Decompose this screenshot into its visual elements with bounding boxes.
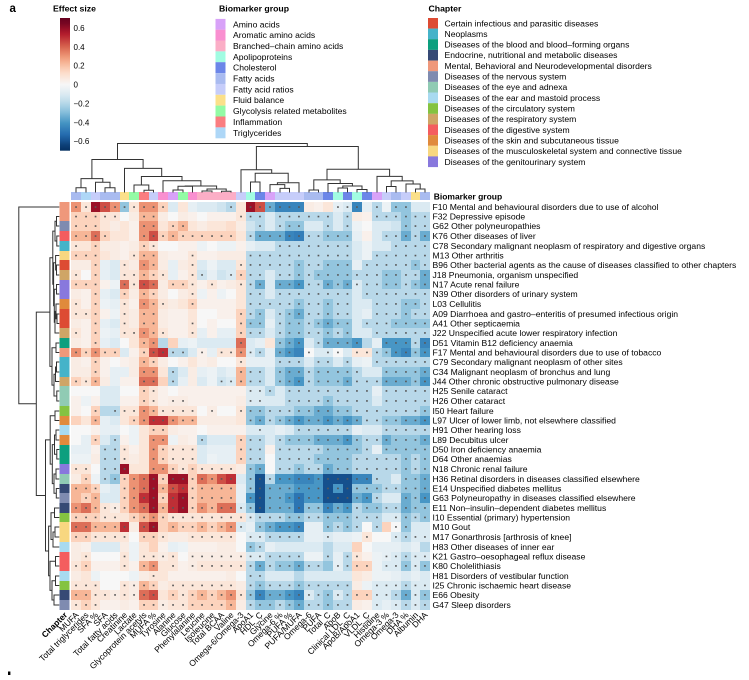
svg-text:Diseases of the ear and mastoi: Diseases of the ear and mastoid process (445, 93, 601, 103)
svg-text:−0.2: −0.2 (74, 100, 90, 109)
svg-text:Cholesterol: Cholesterol (233, 63, 277, 73)
svg-text:Diseases of the respiratory sy: Diseases of the respiratory system (445, 114, 577, 124)
svg-text:M10 Gout: M10 Gout (433, 522, 471, 532)
svg-text:Diseases of the skin and subcu: Diseases of the skin and subcutaneous ti… (445, 136, 620, 146)
svg-text:H83 Other diseases of inner ea: H83 Other diseases of inner ear (433, 542, 555, 552)
svg-text:Diseases of the eye and adnexa: Diseases of the eye and adnexa (445, 82, 568, 92)
svg-text:I25 Chronic ischaemic heart di: I25 Chronic ischaemic heart disease (433, 581, 572, 591)
svg-text:Diseases of the blood and bloo: Diseases of the blood and blood–forming … (445, 40, 630, 50)
svg-text:N39 Other disorders of urinary: N39 Other disorders of urinary system (433, 289, 578, 299)
svg-text:Inflammation: Inflammation (233, 117, 282, 127)
svg-text:G62 Other polyneuropathies: G62 Other polyneuropathies (433, 221, 541, 231)
svg-text:0: 0 (74, 81, 79, 90)
svg-text:J22 Unspecified acute lower re: J22 Unspecified acute lower respiratory … (433, 328, 618, 338)
svg-text:C79 Secondary malignant neopla: C79 Secondary malignant neoplasm of othe… (433, 357, 623, 367)
svg-text:−0.6: −0.6 (74, 137, 90, 146)
svg-text:E66 Obesity: E66 Obesity (433, 590, 481, 600)
svg-text:0.6: 0.6 (74, 24, 86, 33)
svg-text:H25 Senile cataract: H25 Senile cataract (433, 386, 509, 396)
svg-text:Branched–chain amino acids: Branched–chain amino acids (233, 41, 343, 51)
svg-text:M13 Other arthritis: M13 Other arthritis (433, 251, 504, 261)
svg-text:Biomarker group: Biomarker group (434, 192, 503, 202)
svg-text:D51 Vitamin B12 deficiency ana: D51 Vitamin B12 deficiency anaemia (433, 338, 574, 348)
svg-text:L89 Decubitus ulcer: L89 Decubitus ulcer (433, 435, 509, 445)
svg-text:Mental, Behavioral and Neurode: Mental, Behavioral and Neurodevelopmenta… (445, 61, 652, 71)
svg-text:Diseases of the nervous system: Diseases of the nervous system (445, 72, 567, 82)
svg-text:0.2: 0.2 (74, 62, 86, 71)
svg-text:Diseases of the circulatory sy: Diseases of the circulatory system (445, 104, 575, 114)
svg-text:Apolipoproteins: Apolipoproteins (233, 52, 292, 62)
svg-text:Biomarker group: Biomarker group (219, 4, 289, 14)
svg-text:E11 Non–insulin–dependent diab: E11 Non–insulin–dependent diabetes melli… (433, 503, 607, 513)
svg-text:D50 Iron deficiency anaemia: D50 Iron deficiency anaemia (433, 445, 542, 455)
svg-text:K21 Gastro–oesophageal reflux: K21 Gastro–oesophageal reflux disease (433, 552, 586, 562)
svg-text:N17 Acute renal failure: N17 Acute renal failure (433, 280, 520, 290)
svg-text:J18 Pneumonia, organism unspec: J18 Pneumonia, organism unspecified (433, 270, 579, 280)
svg-text:Glycolysis related metabolites: Glycolysis related metabolites (233, 106, 347, 116)
svg-text:Fatty acids: Fatty acids (233, 74, 275, 84)
svg-text:G47 Sleep disorders: G47 Sleep disorders (433, 600, 511, 610)
svg-text:F17 Mental and behavioural dis: F17 Mental and behavioural disorders due… (433, 348, 662, 358)
svg-text:N18 Chronic renal failure: N18 Chronic renal failure (433, 464, 528, 474)
svg-text:K76 Other diseases of liver: K76 Other diseases of liver (433, 231, 536, 241)
svg-text:−0.4: −0.4 (74, 118, 90, 127)
svg-text:I10 Essential (primary) hypert: I10 Essential (primary) hypertension (433, 513, 571, 523)
svg-text:L97 Ulcer of lower limb, not e: L97 Ulcer of lower limb, not elsewhere c… (433, 416, 617, 426)
svg-text:J44 Other chronic obstructive: J44 Other chronic obstructive pulmonary … (433, 377, 620, 387)
svg-text:Certain infectious and parasit: Certain infectious and parasitic disease… (445, 18, 599, 28)
svg-text:H81 Disorders of vestibular fu: H81 Disorders of vestibular function (433, 571, 569, 581)
svg-text:H26 Other cataract: H26 Other cataract (433, 396, 506, 406)
svg-text:M17 Gonarthrosis [arthrosis of: M17 Gonarthrosis [arthrosis of knee] (433, 532, 572, 542)
svg-text:G63 Polyneuropathy in diseases: G63 Polyneuropathy in diseases classifie… (433, 493, 636, 503)
svg-text:Fatty acid ratios: Fatty acid ratios (233, 84, 294, 94)
svg-text:L03 Cellulitis: L03 Cellulitis (433, 299, 482, 309)
svg-text:Effect size: Effect size (53, 4, 96, 14)
svg-text:Aromatic amino acids: Aromatic amino acids (233, 30, 315, 40)
svg-text:H91 Other hearing loss: H91 Other hearing loss (433, 425, 521, 435)
svg-text:I50 Heart failure: I50 Heart failure (433, 406, 494, 416)
svg-text:E14 Unspecified diabetes melli: E14 Unspecified diabetes mellitus (433, 484, 562, 494)
svg-text:F32 Depressive episode: F32 Depressive episode (433, 212, 526, 222)
svg-text:Fluid balance: Fluid balance (233, 95, 284, 105)
svg-text:A41 Other septicaemia: A41 Other septicaemia (433, 319, 521, 329)
svg-text:C78 Secondary malignant neopla: C78 Secondary malignant neoplasm of resp… (433, 241, 706, 251)
svg-text:Diseases of the musculoskeleta: Diseases of the musculoskeletal system a… (445, 146, 683, 156)
svg-text:D64 Other anaemias: D64 Other anaemias (433, 454, 512, 464)
svg-text:B96 Other bacterial agents as: B96 Other bacterial agents as the cause … (433, 260, 737, 270)
svg-text:H36 Retinal disorders in disea: H36 Retinal disorders in diseases classi… (433, 474, 641, 484)
svg-text:0.4: 0.4 (74, 43, 86, 52)
svg-text:K80 Cholelithiasis: K80 Cholelithiasis (433, 561, 501, 571)
svg-text:Neoplasms: Neoplasms (445, 29, 488, 39)
svg-text:A09 Diarrhoea and gastro–enter: A09 Diarrhoea and gastro–enteritis of pr… (433, 309, 679, 319)
svg-text:Diseases of the digestive syst: Diseases of the digestive system (445, 125, 570, 135)
svg-text:Chapter: Chapter (429, 4, 462, 14)
svg-text:C34 Malignant neoplasm of bron: C34 Malignant neoplasm of bronchus and l… (433, 367, 611, 377)
svg-text:a: a (10, 3, 17, 15)
svg-text:F10 Mental and behavioural dis: F10 Mental and behavioural disorders due… (433, 202, 659, 212)
svg-text:Amino acids: Amino acids (233, 19, 280, 29)
svg-text:Diseases of the genitourinary: Diseases of the genitourinary system (445, 157, 586, 167)
svg-text:Endocrine, nutritional and met: Endocrine, nutritional and metabolic dis… (445, 50, 618, 60)
svg-text:Triglycerides: Triglycerides (233, 128, 281, 138)
